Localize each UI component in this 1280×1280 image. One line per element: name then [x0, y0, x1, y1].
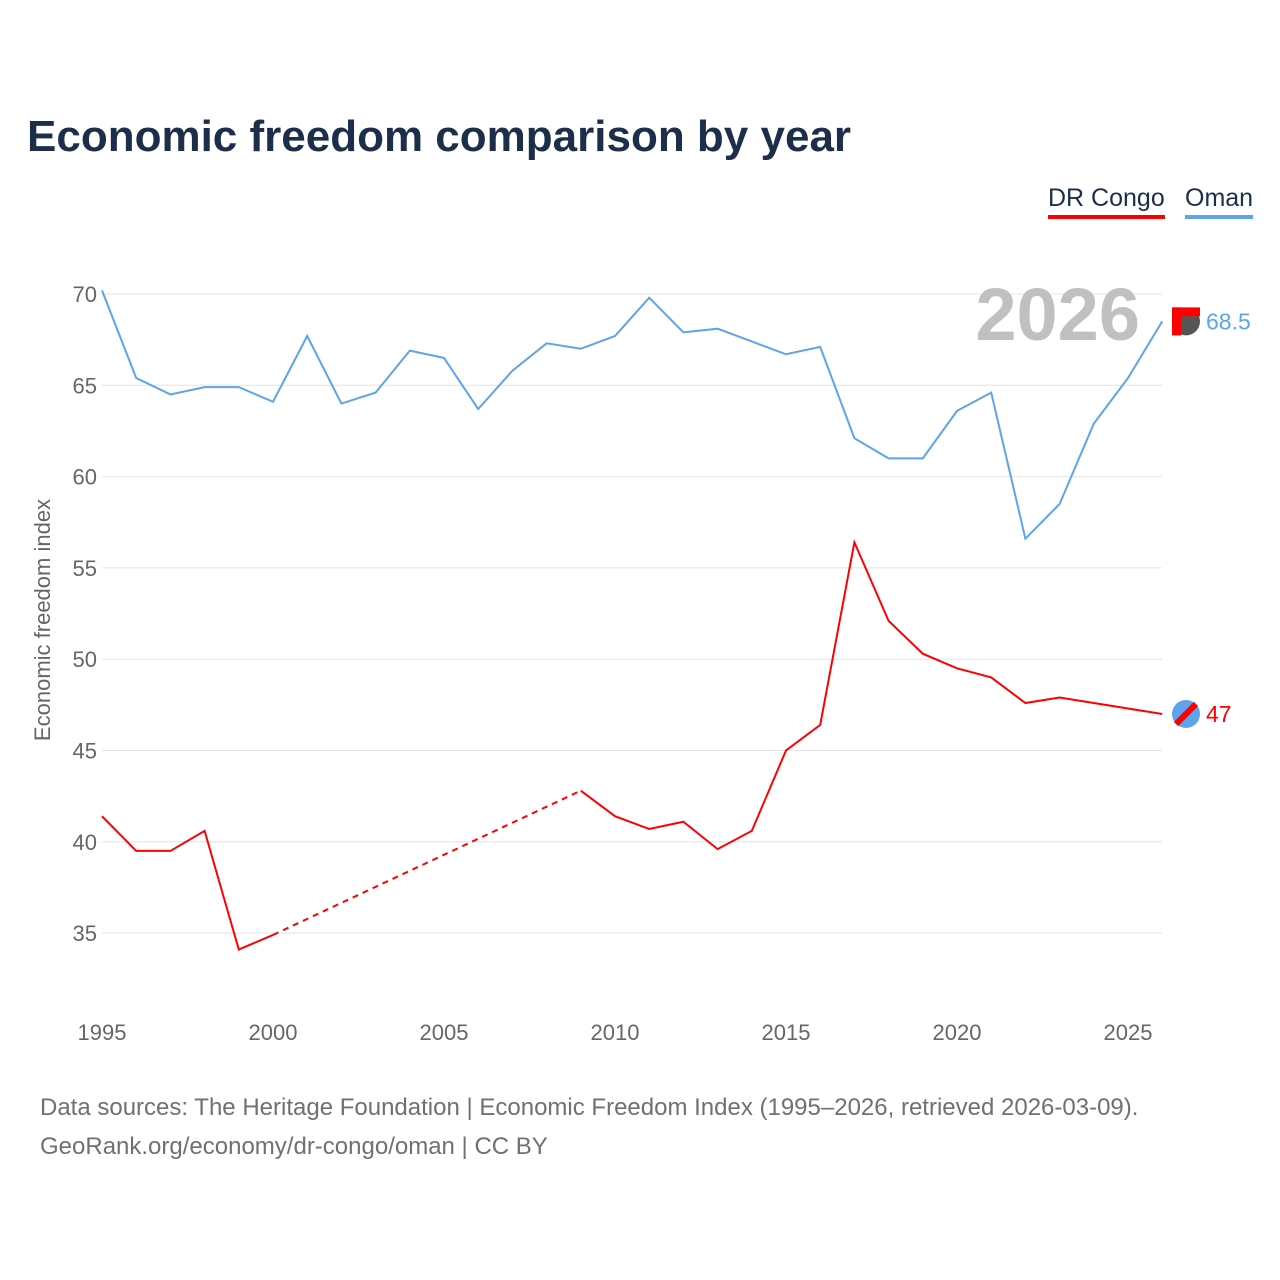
x-tick-label: 2025 — [1104, 1020, 1153, 1045]
flag-stripe — [1172, 307, 1181, 336]
data-point-oman — [680, 329, 686, 335]
data-point-dr-congo — [886, 618, 892, 624]
x-tick-label: 2010 — [591, 1020, 640, 1045]
legend-dr-congo[interactable]: DR Congo — [1048, 184, 1165, 219]
data-point-dr-congo — [920, 651, 926, 657]
data-point-oman — [1057, 501, 1063, 507]
data-point-oman — [988, 390, 994, 396]
data-point-dr-congo — [1159, 711, 1165, 717]
data-point-oman — [441, 355, 447, 361]
data-point-oman — [509, 368, 515, 374]
data-point-dr-congo — [1057, 695, 1063, 701]
series-gap-dr-congo — [272, 789, 582, 936]
data-point-dr-congo — [133, 848, 139, 854]
data-point-dr-congo — [167, 848, 173, 854]
data-point-dr-congo — [954, 665, 960, 671]
data-point-oman — [920, 455, 926, 461]
data-point-oman — [338, 401, 344, 407]
data-point-oman — [270, 399, 276, 405]
x-tick-label: 2005 — [420, 1020, 469, 1045]
series-line-dr-congo — [101, 815, 274, 951]
data-point-dr-congo — [612, 813, 618, 819]
flag-stripe — [1172, 307, 1200, 317]
chart-title: Economic freedom comparison by year — [27, 112, 852, 161]
data-point-oman — [749, 338, 755, 344]
data-point-oman — [817, 344, 823, 350]
data-point-oman — [167, 391, 173, 397]
y-tick-label: 35 — [73, 921, 97, 946]
data-point-dr-congo — [749, 828, 755, 834]
data-point-oman — [544, 340, 550, 346]
data-point-oman — [886, 455, 892, 461]
data-point-oman — [954, 408, 960, 414]
data-point-dr-congo — [99, 813, 105, 819]
data-point-oman — [407, 348, 413, 354]
data-point-dr-congo — [783, 748, 789, 754]
y-tick-label: 40 — [73, 830, 97, 855]
y-tick-label: 45 — [73, 739, 97, 764]
x-tick-label: 1995 — [78, 1020, 127, 1045]
year-label: 2026 — [975, 273, 1140, 356]
data-point-oman — [715, 326, 721, 332]
data-point-dr-congo — [1091, 700, 1097, 706]
data-point-oman — [783, 351, 789, 357]
y-tick-label: 60 — [73, 465, 97, 490]
data-point-dr-congo — [202, 828, 208, 834]
data-point-dr-congo — [270, 932, 276, 938]
footer: Data sources: The Heritage Foundation | … — [40, 1088, 1138, 1166]
data-point-oman — [1125, 375, 1131, 381]
data-point-oman — [851, 435, 857, 441]
data-point-oman — [373, 390, 379, 396]
data-point-dr-congo — [817, 722, 823, 728]
source-link[interactable]: GeoRank.org/economy/dr-congo/oman | CC B… — [40, 1133, 548, 1160]
data-point-oman — [612, 333, 618, 339]
flag-icon-dr-congo — [1172, 699, 1200, 728]
data-point-oman — [202, 384, 208, 390]
data-point-oman — [304, 333, 310, 339]
data-point-dr-congo — [851, 539, 857, 545]
data-point-oman — [475, 406, 481, 412]
data-point-dr-congo — [646, 826, 652, 832]
series-line-oman — [101, 289, 1164, 541]
data-point-oman — [236, 384, 242, 390]
data-point-oman — [646, 295, 652, 301]
flag-icon-oman — [1172, 307, 1200, 336]
data-point-oman — [99, 287, 105, 293]
data-point-dr-congo — [1022, 700, 1028, 706]
y-tick-label: 50 — [73, 647, 97, 672]
data-point-dr-congo — [1125, 706, 1131, 712]
flag-stripe — [1173, 701, 1199, 727]
x-tick-label: 2020 — [933, 1020, 982, 1045]
data-point-dr-congo — [988, 674, 994, 680]
y-tick-label: 65 — [73, 373, 97, 398]
data-point-dr-congo — [680, 819, 686, 825]
data-point-oman — [578, 346, 584, 352]
y-tick-label: 70 — [73, 282, 97, 307]
source-text: Data sources: The Heritage Foundation | … — [40, 1094, 1139, 1121]
series-line-dr-congo — [580, 538, 1163, 851]
x-tick-label: 2000 — [249, 1020, 298, 1045]
data-point-oman — [1091, 421, 1097, 427]
y-tick-label: 55 — [73, 556, 97, 581]
data-point-oman — [133, 375, 139, 381]
y-axis-label: Economic freedom index — [30, 499, 55, 741]
data-point-dr-congo — [715, 846, 721, 852]
end-value-label-oman: 68.5 — [1206, 308, 1251, 334]
data-point-oman — [1159, 318, 1165, 324]
data-point-dr-congo — [578, 788, 584, 794]
end-value-label-dr-congo: 47 — [1206, 701, 1232, 727]
x-tick-label: 2015 — [762, 1020, 811, 1045]
data-point-dr-congo — [236, 947, 242, 953]
legend-oman[interactable]: Oman — [1185, 184, 1254, 219]
data-point-oman — [1022, 536, 1028, 542]
